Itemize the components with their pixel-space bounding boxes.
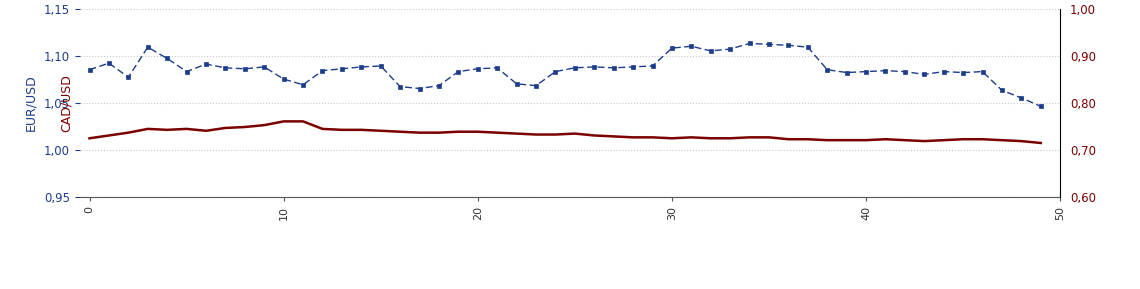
Y-axis label: CAD/USD: CAD/USD (60, 74, 73, 131)
Y-axis label: EUR/USD: EUR/USD (24, 74, 36, 131)
